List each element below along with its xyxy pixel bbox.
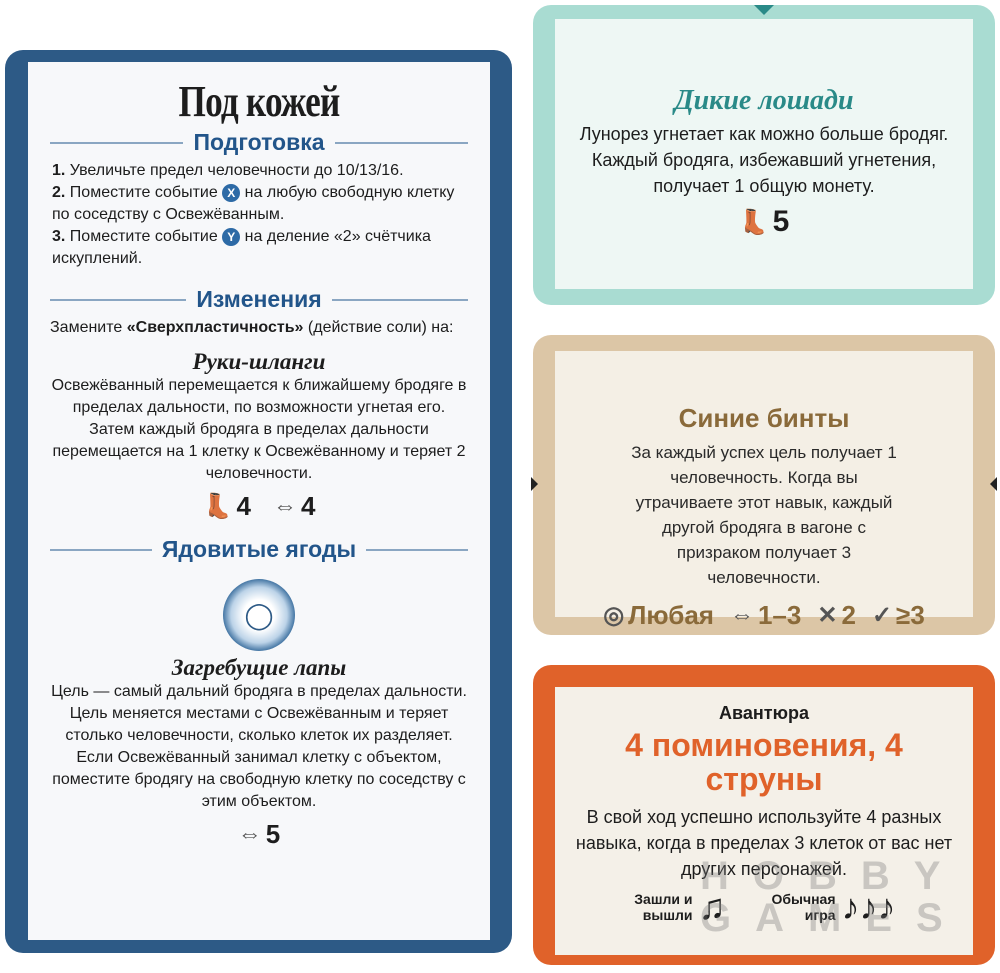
setup-item: 3. Поместите событие Y на деление «2» сч… (52, 228, 431, 267)
marker-icon (983, 477, 997, 491)
reward-row: Зашли и вышли ♫ Обычная игра ♪♪♪ (634, 886, 896, 927)
changes-intro: Замените «Сверхпластичность» (действие с… (50, 319, 454, 336)
ability-stats: ⇔ 5 (237, 819, 281, 849)
card-title: Дикие лошади (674, 85, 854, 116)
card-text: За каждый успех цель получает 1 человечн… (631, 443, 897, 587)
rules-card: Под кожей Подготовка 1. Увеличьте предел… (5, 50, 512, 953)
apple-icon: ◯ (223, 579, 295, 651)
ability-title: Руки-шланги (192, 349, 326, 374)
ability-text: Цель — самый дальний бродяга в пределах … (51, 683, 467, 810)
range-arrow-icon: ⇔ (237, 820, 262, 848)
changes-heading: Изменения (50, 286, 468, 313)
event-y-icon: Y (222, 228, 241, 246)
ability-stats: 👢 4 ⇔ 4 (202, 491, 316, 521)
range-arrow-icon: ⇔ (272, 492, 297, 520)
card-text: Лунорез угнетает как можно больше бродяг… (579, 124, 949, 196)
marker-icon (531, 477, 545, 491)
crossbones-icon: ✕ (817, 602, 838, 629)
boot-icon: 👢 (738, 208, 769, 236)
card-title: Синие бинты (678, 403, 850, 433)
card-stats: ◎ Любая ⇔ 1–3 ✕ 2 ✓ ≥3 (603, 600, 925, 630)
setup-list: 1. Увеличьте предел человечности до 10/1… (50, 160, 468, 270)
music-note-icon: ♫ (698, 886, 726, 927)
horses-card: Дикие лошади Лунорез угнетает как можно … (533, 5, 995, 305)
ability-text: Освежёванный перемещается к ближайшему б… (51, 377, 467, 482)
card-title: Под кожей (178, 77, 341, 126)
setup-heading: Подготовка (50, 129, 468, 156)
adventure-card: Авантюра 4 поминовения, 4 струны В свой … (533, 665, 995, 965)
bandages-card: Синие бинты За каждый успех цель получае… (531, 335, 997, 635)
marker-icon (754, 5, 774, 25)
card-stats: 👢 5 (738, 205, 790, 238)
range-arrow-icon: ⇔ (729, 601, 754, 629)
boot-icon: 👢 (202, 493, 233, 520)
check-icon: ✓ (871, 602, 893, 629)
event-x-icon: X (222, 184, 241, 202)
card-title: 4 поминовения, 4 струны (625, 727, 903, 797)
setup-item: 2. Поместите событие X на любую свободну… (52, 184, 455, 223)
berries-heading: Ядовитые ягоды (50, 536, 468, 563)
target-icon: ◎ (603, 602, 625, 629)
setup-item: 1. Увеличьте предел человечности до 10/1… (52, 162, 404, 179)
music-note-icon: ♪♪♪ (841, 886, 896, 927)
card-text: В свой ход успешно используйте 4 разных … (575, 807, 953, 879)
watermark: HOBBY GAMES (700, 854, 967, 940)
ability-title: Загребущие лапы (171, 655, 347, 680)
card-label: Авантюра (719, 703, 809, 723)
